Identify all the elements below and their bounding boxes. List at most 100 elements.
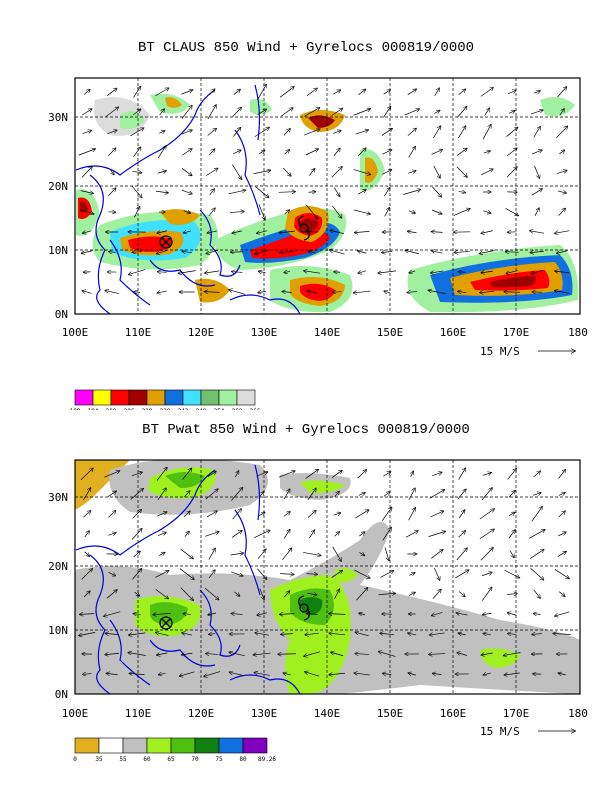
wind-vector <box>508 111 515 114</box>
wind-vector <box>332 546 342 561</box>
pwat-legend: 0 35 55 60 65 70 75 80 89.26 <box>73 737 276 763</box>
wind-vector <box>429 633 445 635</box>
wind-vector <box>81 569 93 580</box>
wind-vector <box>280 574 294 575</box>
wind-vector <box>408 211 415 213</box>
wind-vector <box>456 613 468 615</box>
wind-vector <box>255 186 268 198</box>
gyre-location-icon <box>159 235 173 249</box>
svg-text:10N: 10N <box>48 244 68 257</box>
wind-vector <box>432 251 443 253</box>
legend-label: 200 <box>106 408 117 410</box>
legend-label: 60 <box>143 756 151 763</box>
wind-vector <box>556 250 568 254</box>
wind-vector <box>484 108 490 116</box>
wind-vector <box>183 491 190 498</box>
wind-vector <box>155 191 168 193</box>
coastline <box>75 464 301 694</box>
wind-vector <box>508 613 517 616</box>
legend-swatch <box>98 737 124 754</box>
coastline <box>75 84 301 314</box>
wind-vector <box>432 589 441 599</box>
wind-vector <box>208 548 215 560</box>
wind-vector <box>483 211 490 213</box>
wind-vector <box>281 634 294 635</box>
wind-vector <box>434 88 439 97</box>
wind-vector <box>279 87 294 98</box>
wind-vector <box>557 551 566 557</box>
wind-vector <box>205 532 218 537</box>
wind-vector <box>178 270 196 274</box>
svg-text:150E: 150E <box>377 707 404 720</box>
wind-vector <box>480 291 495 292</box>
wind-vector <box>130 128 143 137</box>
wind-vector <box>354 291 371 293</box>
wind-vector <box>157 231 168 233</box>
wind-vector <box>233 150 241 155</box>
wind-vector <box>305 633 319 635</box>
wind-vector <box>309 251 316 252</box>
svg-text:140E: 140E <box>314 326 341 339</box>
wind-vector <box>456 148 467 156</box>
wind-vector <box>257 568 266 579</box>
wind-vector <box>133 551 140 557</box>
wind-vector <box>282 548 291 561</box>
wind-vector <box>108 148 115 157</box>
wind-vector <box>353 169 371 174</box>
wind-vector <box>206 654 219 655</box>
wind-vector <box>330 230 344 234</box>
wind-vector <box>209 189 215 196</box>
wind-vector <box>532 634 543 635</box>
wind-vector <box>81 167 92 178</box>
wind-vector <box>183 231 191 233</box>
wind-vector <box>559 109 564 116</box>
wind-vector <box>482 125 491 140</box>
legend-label: 35 <box>95 756 103 763</box>
precipitable-water-field <box>75 460 580 694</box>
wind-vector <box>206 511 217 518</box>
wind-vector <box>432 209 442 214</box>
wind-vector <box>231 613 243 614</box>
wind-vector <box>182 168 192 175</box>
wind-vector <box>334 532 340 537</box>
wind-vector <box>284 210 290 215</box>
wind-vector <box>503 652 521 656</box>
wind-vector <box>329 633 345 635</box>
svg-text:180: 180 <box>568 326 588 339</box>
wind-vector <box>333 148 340 156</box>
wind-vector <box>532 493 541 496</box>
legend-label: 55 <box>119 756 127 763</box>
wind-vector <box>334 187 339 197</box>
wind-vector <box>182 653 193 655</box>
wind-vector <box>533 91 540 93</box>
wind-vector <box>304 271 321 274</box>
wind-vector <box>284 591 289 598</box>
wind-vector <box>259 271 266 272</box>
wind-vector <box>358 271 367 273</box>
wind-vector <box>508 491 515 498</box>
wind-vector <box>332 205 341 218</box>
wind-vector <box>456 548 467 561</box>
wind-vector <box>229 652 245 657</box>
wind-vector <box>158 272 167 273</box>
wind-vector <box>505 208 519 215</box>
wind-vector <box>357 470 367 479</box>
wind-vector <box>234 591 239 596</box>
wind-vector <box>533 127 540 138</box>
wind-vector <box>408 508 416 521</box>
svg-text:180: 180 <box>568 707 588 720</box>
wind-vector <box>209 149 214 156</box>
wind-vector <box>432 612 443 615</box>
wind-vector <box>279 231 295 233</box>
wind-vector <box>428 531 446 537</box>
wind-vector <box>133 147 140 158</box>
wind-vector <box>255 249 270 254</box>
wind-vector <box>481 653 493 655</box>
legend-swatch <box>122 737 148 754</box>
claus-legend: 188 194 200 206 218 230 242 248 254 260 266 <box>70 389 261 410</box>
wind-vector <box>409 271 416 273</box>
wind-vector <box>356 588 367 601</box>
wind-vector <box>155 88 168 97</box>
wind-vector <box>431 150 443 155</box>
legend-label: 75 <box>215 756 223 763</box>
